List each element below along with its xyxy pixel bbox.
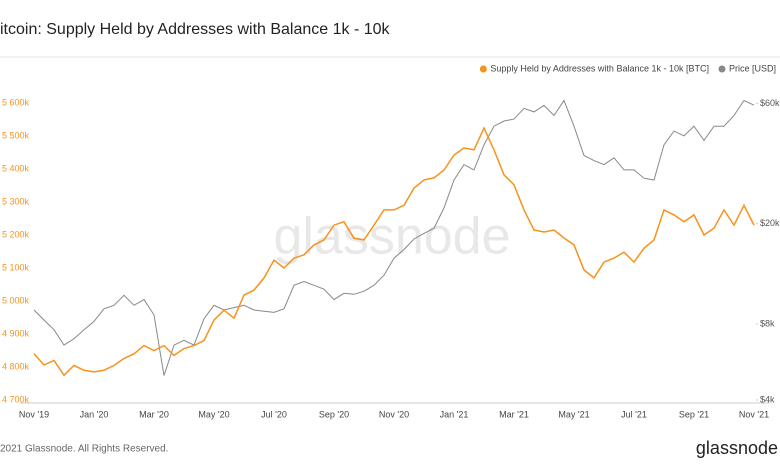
y2-tick-label: $60k [760,98,780,108]
x-tick-label: Jul '21 [621,409,647,419]
x-tick-label: Nov '21 [739,409,769,419]
y-tick-label: 5 500k [2,130,30,140]
x-tick-label: Mar '20 [139,409,169,419]
y2-tick-label: $8k [760,318,775,328]
y-tick-label: 5 400k [2,163,30,173]
y-tick-label: 5 200k [2,229,30,239]
x-tick-label: Mar '21 [499,409,529,419]
y2-tick-label: $20k [760,218,780,228]
watermark: glassnode [273,208,510,266]
legend-label: Price [USD] [729,63,776,73]
chart-title: itcoin: Supply Held by Addresses with Ba… [0,21,391,38]
x-tick-label: Jul '20 [261,409,287,419]
x-tick-label: Sep '20 [319,409,349,419]
y-tick-label: 4 700k [2,394,30,404]
x-tick-label: May '21 [558,409,589,419]
x-tick-label: May '20 [198,409,229,419]
legend-swatch [718,65,726,73]
legend-swatch [479,65,487,73]
y-tick-label: 5 600k [2,97,30,107]
legend-label: Supply Held by Addresses with Balance 1k… [490,63,709,73]
brand: glassnode [696,438,778,458]
y2-tick-label: $4k [760,394,775,404]
x-tick-label: Jan '20 [80,409,109,419]
x-tick-label: Nov '20 [379,409,409,419]
y-tick-label: 4 900k [2,328,30,338]
y-tick-label: 4 800k [2,361,30,371]
footer: 2021 Glassnode. All Rights Reserved. [0,444,168,455]
y-tick-label: 5 000k [2,295,30,305]
x-tick-label: Jan '21 [440,409,469,419]
x-tick-label: Sep '21 [679,409,709,419]
x-tick-label: Nov '19 [19,409,49,419]
series-line [33,99,755,376]
y-tick-label: 5 300k [2,196,30,206]
series-line [33,126,755,377]
y-tick-label: 5 100k [2,262,30,272]
